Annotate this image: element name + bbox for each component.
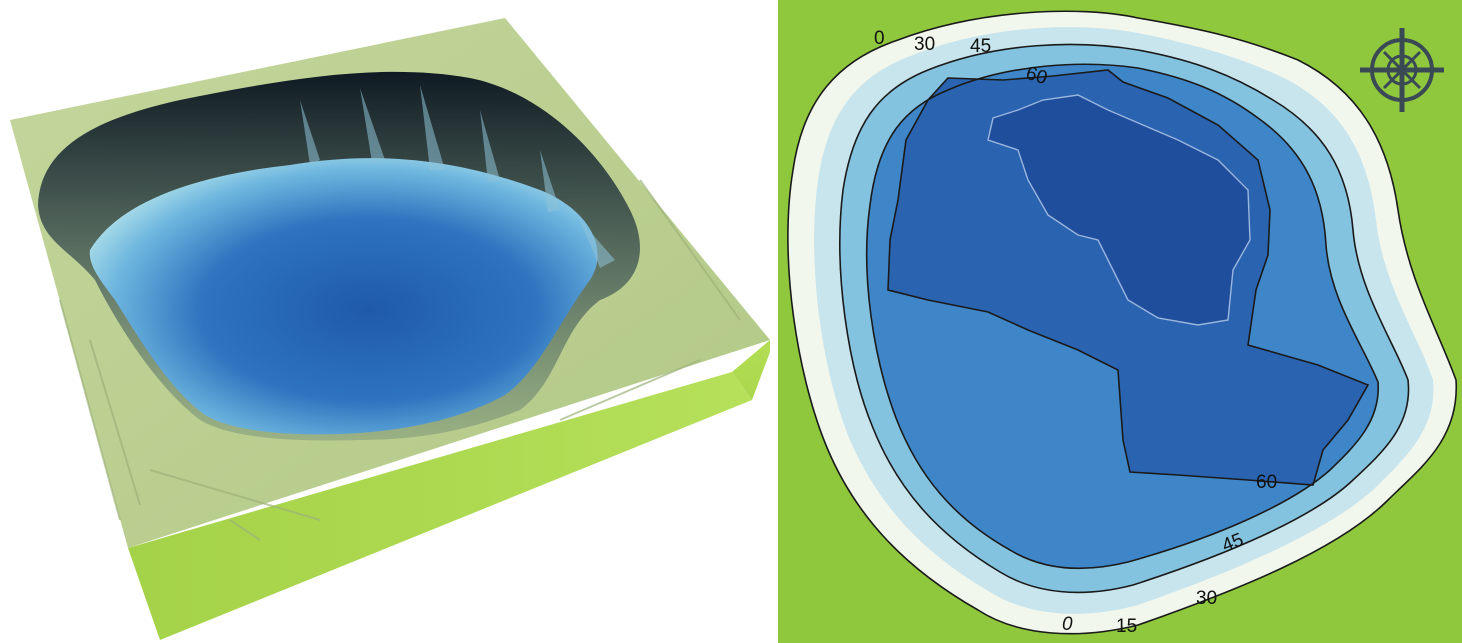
contour-label-top-45: 45	[970, 36, 991, 57]
contour-line-deepest	[987, 94, 1251, 326]
bathymetry-3d-svg	[10, 18, 770, 640]
contour-label-top-30: 30	[914, 34, 935, 55]
contour-map-svg: 0 30 45 60 60 45 30 15 0	[778, 0, 1462, 643]
bathymetry-3d-view	[10, 18, 770, 640]
contour-label-bottom-0: 0	[1062, 614, 1073, 635]
depth-zone-deepest	[988, 95, 1250, 325]
crater-lake-floor	[89, 158, 598, 435]
terrain-ridges	[59, 179, 741, 541]
contour-label-bottom-30: 30	[1196, 588, 1217, 609]
contour-lines	[787, 10, 1457, 635]
compass-rose-icon	[1360, 28, 1444, 112]
block-right-side	[732, 340, 770, 400]
bathymetric-contour-map: 0 30 45 60 60 45 30 15 0	[778, 0, 1462, 643]
block-front-side	[128, 372, 752, 640]
contour-label-bottom-60: 60	[1256, 472, 1277, 493]
crater-wall-highlights	[300, 85, 615, 268]
contour-label-top-0: 0	[874, 28, 885, 49]
contour-label-bottom-15: 15	[1116, 616, 1137, 637]
